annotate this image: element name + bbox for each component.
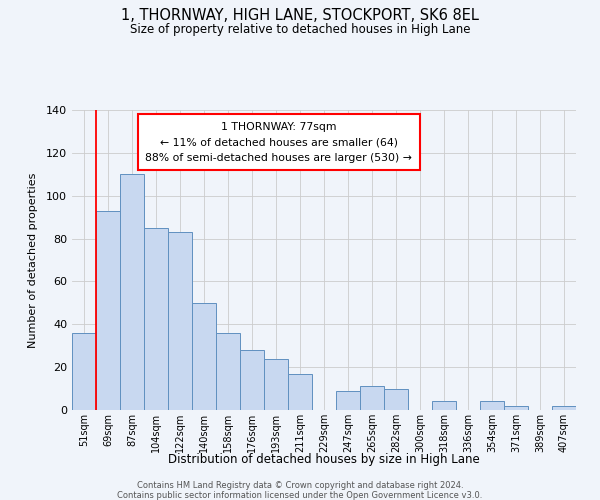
Text: Contains HM Land Registry data © Crown copyright and database right 2024.: Contains HM Land Registry data © Crown c… [137,481,463,490]
Text: Contains public sector information licensed under the Open Government Licence v3: Contains public sector information licen… [118,491,482,500]
Y-axis label: Number of detached properties: Number of detached properties [28,172,38,348]
Text: 1, THORNWAY, HIGH LANE, STOCKPORT, SK6 8EL: 1, THORNWAY, HIGH LANE, STOCKPORT, SK6 8… [121,8,479,22]
Text: 1 THORNWAY: 77sqm
← 11% of detached houses are smaller (64)
88% of semi-detached: 1 THORNWAY: 77sqm ← 11% of detached hous… [145,122,412,163]
Bar [96,210,120,410]
Bar [168,232,192,410]
Bar [144,228,168,410]
Bar [336,390,360,410]
Bar [240,350,264,410]
Bar [432,402,456,410]
Bar [384,388,408,410]
Text: Size of property relative to detached houses in High Lane: Size of property relative to detached ho… [130,22,470,36]
Text: Distribution of detached houses by size in High Lane: Distribution of detached houses by size … [168,452,480,466]
Bar [552,406,576,410]
Bar [360,386,384,410]
Bar [264,358,288,410]
Bar [72,333,96,410]
Bar [216,333,240,410]
Bar [504,406,528,410]
Bar [288,374,312,410]
FancyBboxPatch shape [137,114,420,170]
Bar [192,303,216,410]
Bar [120,174,144,410]
Bar [480,402,504,410]
